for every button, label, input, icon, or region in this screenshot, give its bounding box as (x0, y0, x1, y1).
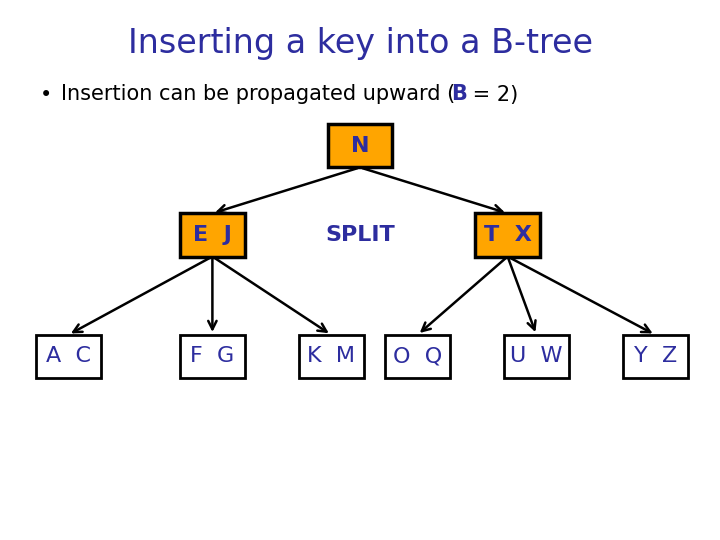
Text: Inserting a key into a B-tree: Inserting a key into a B-tree (127, 26, 593, 60)
Text: U  W: U W (510, 346, 562, 367)
Text: = 2): = 2) (466, 84, 518, 105)
Text: N: N (351, 136, 369, 156)
Text: O  Q: O Q (393, 346, 442, 367)
Text: K  M: K M (307, 346, 355, 367)
Text: B: B (451, 84, 467, 105)
Text: SPLIT: SPLIT (325, 225, 395, 245)
Text: •: • (40, 84, 52, 105)
Text: Y  Z: Y Z (634, 346, 677, 367)
FancyBboxPatch shape (328, 124, 392, 167)
FancyBboxPatch shape (623, 335, 688, 378)
FancyBboxPatch shape (475, 213, 540, 256)
FancyBboxPatch shape (504, 335, 569, 378)
Text: E  J: E J (193, 225, 232, 245)
Text: Insertion can be propagated upward (: Insertion can be propagated upward ( (61, 84, 456, 105)
FancyBboxPatch shape (385, 335, 450, 378)
FancyBboxPatch shape (299, 335, 364, 378)
Text: F  G: F G (190, 346, 235, 367)
FancyBboxPatch shape (180, 213, 245, 256)
FancyBboxPatch shape (180, 335, 245, 378)
Text: T  X: T X (484, 225, 531, 245)
Text: A  C: A C (46, 346, 91, 367)
FancyBboxPatch shape (36, 335, 101, 378)
